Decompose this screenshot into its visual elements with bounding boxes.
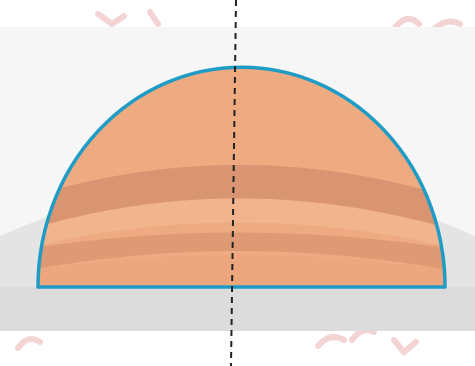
ground-strip bbox=[0, 287, 475, 331]
dome-highlight bbox=[38, 198, 445, 250]
dome-stripe-upper bbox=[38, 165, 445, 232]
hemisphere-outline bbox=[36, 65, 447, 289]
dome-band-bottom bbox=[38, 255, 445, 287]
dome-stripe-lower bbox=[38, 232, 445, 272]
